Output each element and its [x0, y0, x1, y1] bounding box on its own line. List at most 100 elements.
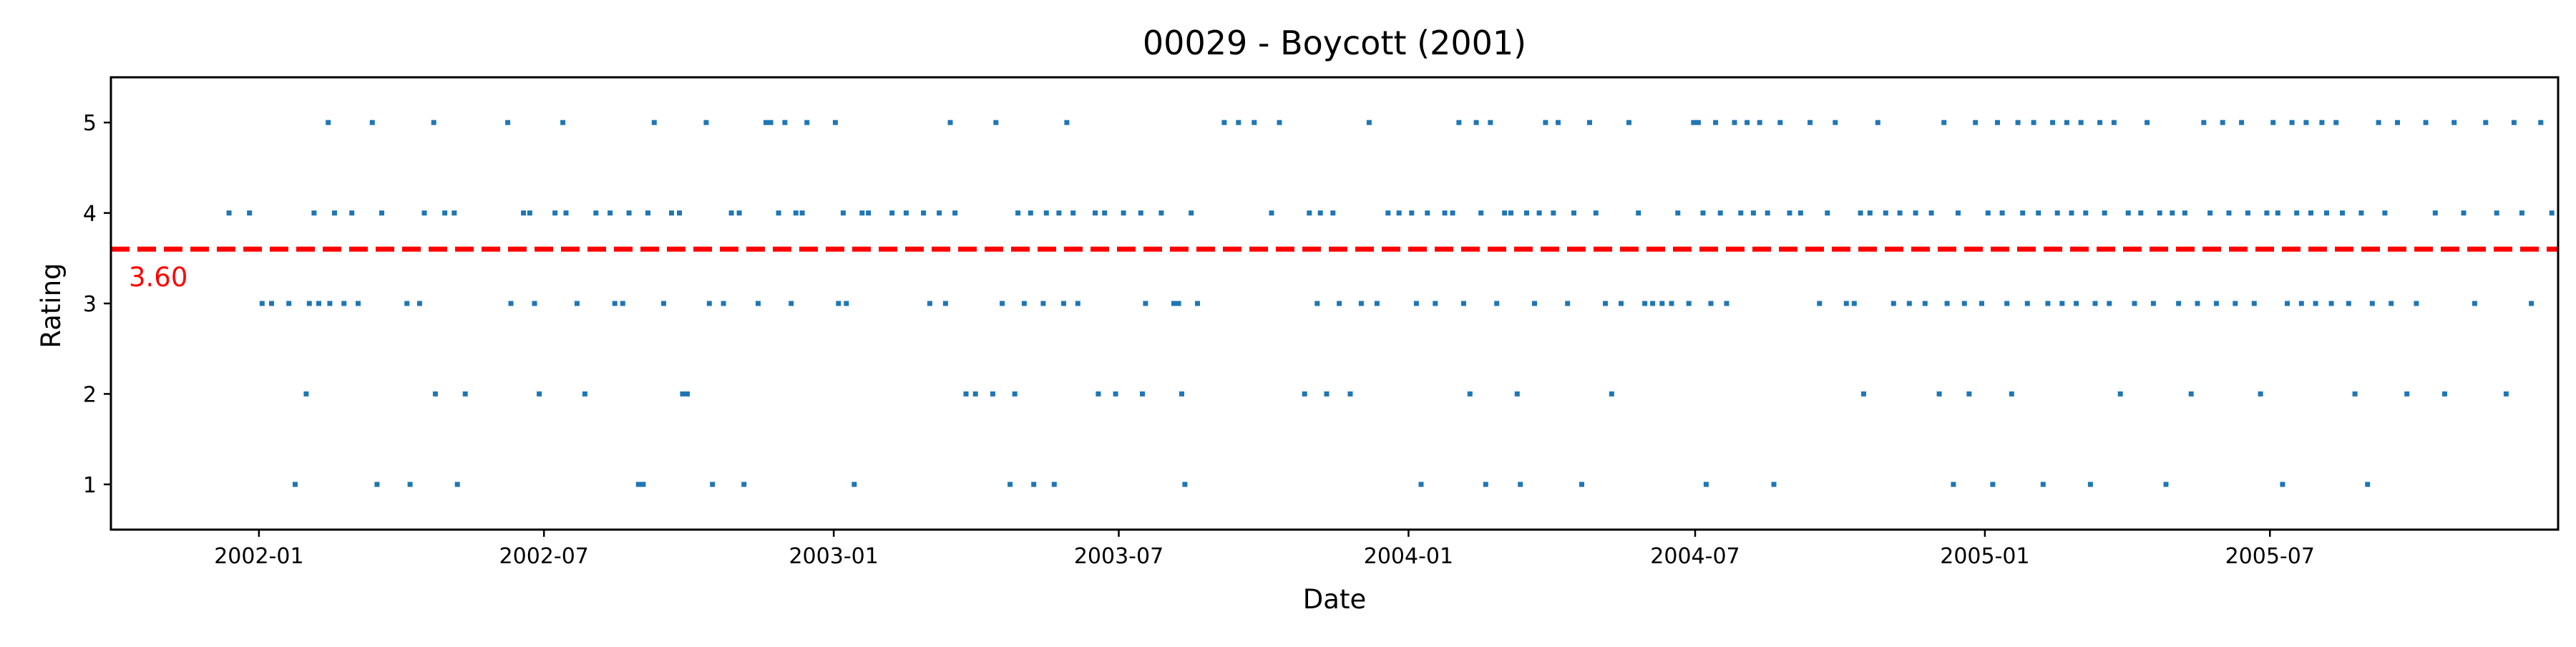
- data-point: [2494, 210, 2499, 216]
- data-point: [2529, 301, 2534, 306]
- data-point: [832, 120, 838, 125]
- data-point: [2432, 210, 2438, 216]
- data-point: [799, 210, 805, 216]
- data-point: [859, 210, 865, 216]
- data-point: [1817, 301, 1823, 306]
- data-point: [1675, 210, 1681, 216]
- data-point: [1051, 482, 1057, 487]
- data-point: [2170, 210, 2175, 216]
- data-point: [782, 120, 788, 125]
- data-point: [1478, 210, 1484, 216]
- data-point: [1995, 120, 2000, 125]
- data-point: [369, 120, 375, 125]
- data-point: [2036, 210, 2041, 216]
- data-point: [1738, 210, 1744, 216]
- data-point: [2059, 301, 2065, 306]
- data-point: [1195, 301, 1200, 306]
- data-point: [2004, 301, 2010, 306]
- data-point: [1708, 301, 1714, 306]
- data-point: [2207, 210, 2213, 216]
- data-point: [1928, 210, 1934, 216]
- data-point: [710, 482, 716, 487]
- data-point: [1700, 210, 1706, 216]
- data-point: [2503, 391, 2509, 397]
- data-point: [1883, 210, 1888, 216]
- data-point: [349, 210, 355, 216]
- data-point: [505, 120, 511, 125]
- mean-line-group: 3.60: [111, 246, 2558, 293]
- data-point: [651, 120, 657, 125]
- y-tick-label: 4: [83, 202, 97, 227]
- data-point: [990, 391, 995, 397]
- data-point: [1189, 210, 1194, 216]
- data-point: [1626, 120, 1631, 125]
- data-point: [1593, 210, 1599, 216]
- data-point: [532, 301, 537, 306]
- data-point: [2294, 210, 2300, 216]
- data-point: [1028, 210, 1033, 216]
- data-point: [1337, 301, 1342, 306]
- data-point: [2258, 391, 2263, 397]
- data-point: [2275, 210, 2280, 216]
- data-point: [1750, 210, 1756, 216]
- chart-title: 00029 - Boycott (2001): [1143, 24, 1526, 62]
- data-point: [2188, 391, 2194, 397]
- data-point: [1732, 120, 1737, 125]
- data-point: [1317, 210, 1323, 216]
- data-point: [2050, 120, 2056, 125]
- data-point: [2298, 301, 2304, 306]
- data-point: [1075, 301, 1080, 306]
- data-point: [2220, 120, 2225, 125]
- data-point: [789, 301, 794, 306]
- data-point: [1000, 301, 1005, 306]
- data-point: [1277, 120, 1282, 125]
- data-point: [685, 391, 690, 397]
- data-point: [1502, 210, 1508, 216]
- data-point: [1941, 120, 1947, 125]
- x-tick-label: 2005-07: [2225, 544, 2315, 569]
- data-point: [1936, 391, 1942, 397]
- data-point: [1418, 482, 1424, 487]
- x-axis-label: Date: [1303, 584, 1366, 615]
- data-point: [2308, 210, 2313, 216]
- data-point: [2270, 120, 2276, 125]
- data-point: [952, 210, 958, 216]
- data-point: [431, 120, 436, 125]
- data-point: [972, 391, 978, 397]
- data-point: [680, 391, 686, 397]
- data-point: [1757, 120, 1762, 125]
- data-point: [2009, 391, 2014, 397]
- data-point: [2369, 301, 2375, 306]
- data-point: [462, 391, 468, 397]
- data-point: [432, 391, 438, 397]
- data-point: [1603, 301, 1608, 306]
- data-point: [2414, 301, 2419, 306]
- data-point: [1093, 210, 1098, 216]
- data-point: [1433, 301, 1438, 306]
- data-point: [768, 120, 774, 125]
- data-point: [2117, 391, 2123, 397]
- data-point: [1861, 391, 1866, 397]
- data-point: [316, 301, 321, 306]
- data-point: [1579, 482, 1584, 487]
- data-point: [2233, 301, 2238, 306]
- y-tick-label: 2: [83, 382, 97, 407]
- data-point: [521, 210, 527, 216]
- data-point: [2519, 210, 2524, 216]
- data-point: [1056, 210, 1062, 216]
- data-point: [508, 301, 514, 306]
- data-point: [2107, 301, 2112, 306]
- data-point: [1532, 301, 1537, 306]
- data-point: [2074, 301, 2079, 306]
- data-point: [721, 301, 726, 306]
- data-point: [2451, 120, 2457, 125]
- data-point: [620, 301, 625, 306]
- data-point: [763, 120, 769, 125]
- data-point: [1642, 301, 1648, 306]
- data-point: [1171, 301, 1176, 306]
- data-point: [1021, 301, 1027, 306]
- data-point: [1176, 301, 1181, 306]
- data-point: [836, 301, 841, 306]
- data-point: [2245, 210, 2250, 216]
